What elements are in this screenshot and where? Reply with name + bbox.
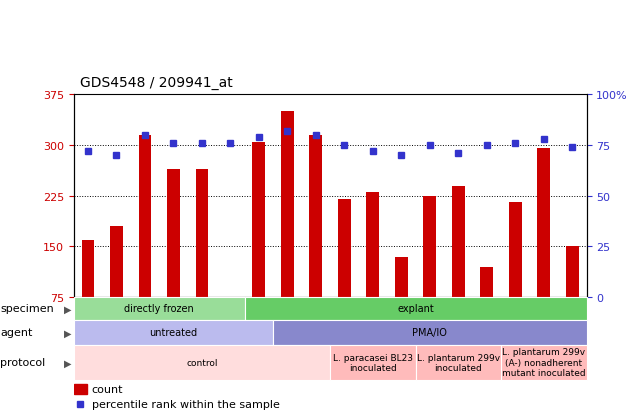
Bar xyxy=(81,240,94,297)
Text: agent: agent xyxy=(0,328,33,337)
Text: protocol: protocol xyxy=(0,357,46,368)
Bar xyxy=(330,345,415,380)
Text: GSM579383: GSM579383 xyxy=(226,300,235,355)
Text: GSM579395: GSM579395 xyxy=(568,300,577,355)
Bar xyxy=(245,297,587,320)
Bar xyxy=(367,193,379,297)
Text: L. plantarum 299v
inoculated: L. plantarum 299v inoculated xyxy=(417,353,500,372)
Text: L. plantarum 299v
(A-) nonadherent
mutant inoculated: L. plantarum 299v (A-) nonadherent mutan… xyxy=(502,348,586,377)
Text: GDS4548 / 209941_at: GDS4548 / 209941_at xyxy=(80,76,233,90)
Bar xyxy=(273,320,587,345)
Text: untreated: untreated xyxy=(149,328,197,337)
Bar xyxy=(74,345,330,380)
Bar xyxy=(452,186,465,297)
Bar xyxy=(566,247,579,297)
Bar xyxy=(310,135,322,297)
Text: ▶: ▶ xyxy=(64,304,72,314)
Text: GSM579386: GSM579386 xyxy=(140,300,149,355)
Bar xyxy=(395,257,408,297)
Text: ▶: ▶ xyxy=(64,328,72,337)
Text: specimen: specimen xyxy=(0,304,54,314)
Bar xyxy=(338,199,351,297)
Bar xyxy=(74,297,245,320)
Text: GSM579391: GSM579391 xyxy=(454,300,463,355)
Bar xyxy=(480,267,493,297)
Text: GSM579389: GSM579389 xyxy=(397,300,406,355)
Bar xyxy=(74,384,87,394)
Text: L. paracasei BL23
inoculated: L. paracasei BL23 inoculated xyxy=(333,353,413,372)
Bar xyxy=(110,226,123,297)
Text: GSM579388: GSM579388 xyxy=(369,300,378,355)
Text: GSM579384: GSM579384 xyxy=(83,300,92,355)
Bar xyxy=(74,320,273,345)
Text: GSM579393: GSM579393 xyxy=(511,300,520,355)
Text: ▶: ▶ xyxy=(64,357,72,368)
Text: control: control xyxy=(186,358,218,367)
Text: GSM579385: GSM579385 xyxy=(112,300,121,355)
Text: GSM579396: GSM579396 xyxy=(254,300,263,355)
Text: GSM579382: GSM579382 xyxy=(197,300,206,355)
Text: count: count xyxy=(92,384,123,394)
Bar xyxy=(415,345,501,380)
Text: PMA/IO: PMA/IO xyxy=(412,328,447,337)
Text: GSM579390: GSM579390 xyxy=(426,300,435,355)
Text: GSM579398: GSM579398 xyxy=(312,300,320,355)
Text: GSM579392: GSM579392 xyxy=(482,300,491,355)
Bar xyxy=(509,203,522,297)
Bar xyxy=(424,196,437,297)
Bar xyxy=(167,169,180,297)
Bar xyxy=(537,149,550,297)
Text: GSM579394: GSM579394 xyxy=(539,300,548,355)
Bar xyxy=(501,345,587,380)
Text: GSM579397: GSM579397 xyxy=(283,300,292,355)
Text: directly frozen: directly frozen xyxy=(124,304,194,314)
Bar xyxy=(196,169,208,297)
Bar xyxy=(138,135,151,297)
Text: GSM579387: GSM579387 xyxy=(340,300,349,355)
Text: explant: explant xyxy=(397,304,434,314)
Bar xyxy=(253,142,265,297)
Text: percentile rank within the sample: percentile rank within the sample xyxy=(92,399,279,409)
Bar xyxy=(281,112,294,297)
Text: GSM579381: GSM579381 xyxy=(169,300,178,355)
